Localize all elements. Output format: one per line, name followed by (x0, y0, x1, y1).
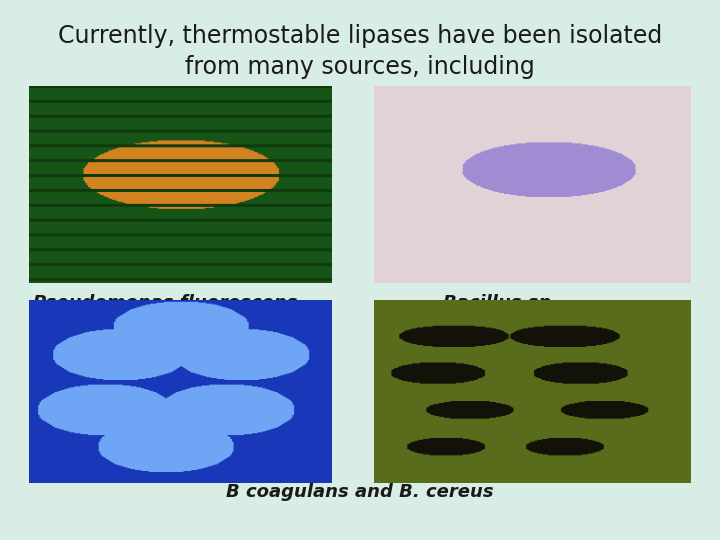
Text: Bacillus sp.: Bacillus sp. (443, 294, 558, 312)
Text: Currently, thermostable lipases have been isolated
from many sources, including: Currently, thermostable lipases have bee… (58, 24, 662, 79)
Text: Pseudomonas fluorescens: Pseudomonas fluorescens (33, 294, 298, 312)
Text: B coagulans and B. cereus: B coagulans and B. cereus (226, 483, 494, 502)
